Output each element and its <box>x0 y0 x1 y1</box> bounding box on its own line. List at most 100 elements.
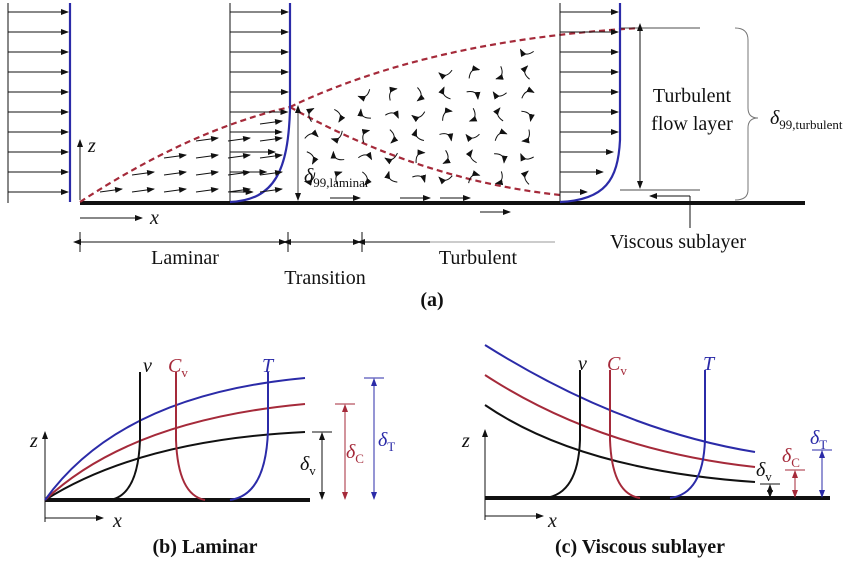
laminar-boundary <box>80 107 290 202</box>
flow-arrow <box>132 172 154 175</box>
eddy <box>467 88 480 101</box>
eddy <box>357 89 371 98</box>
profile-label: v <box>578 353 587 375</box>
sublayer-label: Viscous sublayer <box>610 231 746 253</box>
profile-label: T <box>262 355 275 377</box>
eddy <box>359 129 371 143</box>
eddy <box>334 109 341 123</box>
eddy <box>524 66 530 79</box>
eddy <box>467 108 478 122</box>
eddy <box>493 89 507 98</box>
flow-arrow <box>164 189 186 192</box>
layer-label: flow layer <box>651 113 733 135</box>
symbol: T <box>262 355 275 377</box>
profile-label: T <box>703 353 716 375</box>
thickness-label: δT <box>810 427 827 452</box>
flow-arrow <box>196 138 218 141</box>
brace <box>735 28 758 200</box>
subscript: 99,turbulent <box>779 117 843 132</box>
eddy <box>439 70 452 76</box>
flow-arrow <box>260 155 282 158</box>
flow-arrow <box>260 138 282 141</box>
flow-arrow <box>100 189 122 192</box>
eddy <box>441 150 451 164</box>
panel-b: zxvCvTδvδCδT(b) Laminar <box>29 355 395 558</box>
eddy <box>440 109 454 121</box>
profile-label: Cv <box>607 353 627 378</box>
eddy <box>497 108 503 121</box>
layer-boundary <box>45 432 305 500</box>
eddy <box>521 90 535 98</box>
eddy <box>307 151 315 165</box>
thickness-label: δv <box>756 459 772 484</box>
symbol: C <box>168 355 182 377</box>
eddy <box>332 150 345 163</box>
subscript: v <box>765 469 772 484</box>
flow-arrow <box>228 155 250 158</box>
subscript: T <box>819 437 827 452</box>
symbol: v <box>143 355 152 377</box>
eddy <box>358 153 372 163</box>
region-label: Turbulent <box>439 247 518 269</box>
flow-arrow <box>260 121 282 124</box>
caption: (b) Laminar <box>153 536 258 558</box>
flow-arrow <box>164 172 186 175</box>
symbol: C <box>607 353 621 375</box>
subscript: v <box>181 365 188 380</box>
profile-label: v <box>143 355 152 377</box>
x-label: x <box>149 207 159 229</box>
eddy <box>359 108 371 122</box>
flow-arrow <box>228 138 250 141</box>
eddy <box>415 87 423 101</box>
subscript: T <box>387 439 395 454</box>
symbol: v <box>578 353 587 375</box>
eddy <box>494 151 506 165</box>
eddy <box>467 68 481 79</box>
region-label: Laminar <box>151 247 219 269</box>
eddy <box>305 133 318 140</box>
profile <box>610 370 640 498</box>
eddy <box>439 174 452 181</box>
layer-boundary <box>485 375 755 467</box>
eddy <box>466 132 480 140</box>
thickness-label: δT <box>378 429 395 454</box>
delta-turbulent-label: δ99,turbulent <box>770 107 843 132</box>
thickness-label: δv <box>300 453 316 478</box>
flow-arrow <box>196 172 218 175</box>
eddy <box>494 132 508 141</box>
flow-arrow <box>196 189 218 192</box>
thickness-label: δC <box>782 445 800 470</box>
caption: (a) <box>420 289 443 311</box>
z-label: z <box>29 430 38 452</box>
figure: z x Laminar Transition Turbulent Turbule… <box>0 0 863 562</box>
eddy <box>385 110 399 120</box>
eddy <box>520 151 534 162</box>
flow-arrow <box>164 155 186 158</box>
profile-label: Cv <box>168 355 188 380</box>
eddy <box>386 87 399 100</box>
eddy <box>412 173 426 185</box>
subscript: C <box>791 455 800 470</box>
subscript: C <box>355 451 364 466</box>
eddy <box>494 66 506 80</box>
region-label: Transition <box>284 267 366 289</box>
symbol: T <box>703 353 716 375</box>
eddy <box>493 171 505 185</box>
eddy <box>470 150 477 163</box>
eddy <box>520 47 534 57</box>
subscript: v <box>309 463 316 478</box>
eddy <box>387 170 398 184</box>
flow-arrow <box>196 155 218 158</box>
eddy <box>412 112 425 118</box>
profile <box>176 372 205 500</box>
eddy <box>414 128 424 142</box>
eddy <box>439 130 452 142</box>
delta-laminar-label: δ99,laminar <box>304 165 370 190</box>
subscript: 99,laminar <box>313 175 370 190</box>
x-label: x <box>112 510 122 532</box>
z-label: z <box>87 135 96 157</box>
eddy <box>388 130 395 144</box>
eddy <box>521 109 532 123</box>
flow-arrow <box>132 189 154 192</box>
eddy <box>413 151 427 163</box>
